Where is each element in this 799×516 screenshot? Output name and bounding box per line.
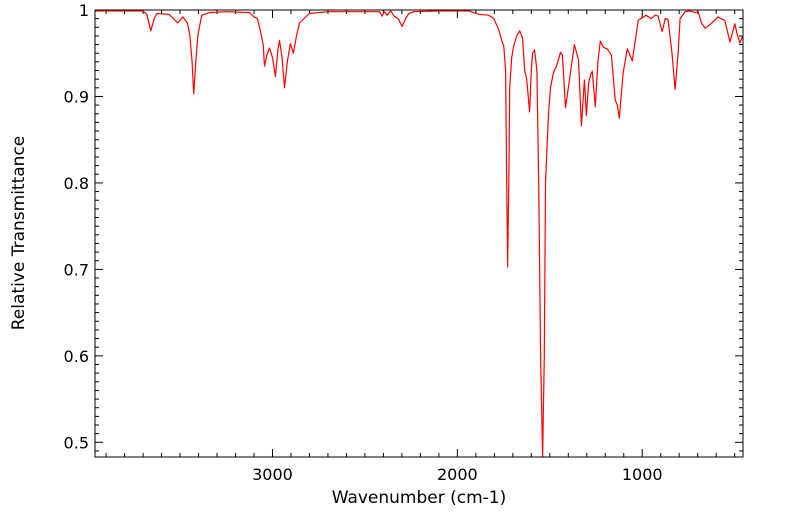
x-tick-label: 2000 [437, 465, 478, 484]
tick-labels: 3000 2000 1000 0.5 0.6 0.7 0.8 0.9 1 [64, 1, 663, 484]
y-tick-label: 1 [79, 1, 89, 20]
axis-ticks [95, 9, 743, 457]
x-axis-label: Wavenumber (cm-1) [332, 488, 507, 508]
y-tick-label: 0.9 [64, 87, 89, 106]
y-tick-label: 0.7 [64, 260, 89, 279]
y-tick-label: 0.5 [64, 433, 89, 452]
x-tick-label: 3000 [252, 465, 293, 484]
spectrum-line [95, 10, 744, 458]
y-axis-label: Relative Transmittance [9, 136, 29, 331]
y-tick-label: 0.6 [64, 347, 89, 366]
plot-frame [94, 9, 744, 458]
y-tick-label: 0.8 [64, 174, 89, 193]
x-tick-label: 1000 [622, 465, 663, 484]
